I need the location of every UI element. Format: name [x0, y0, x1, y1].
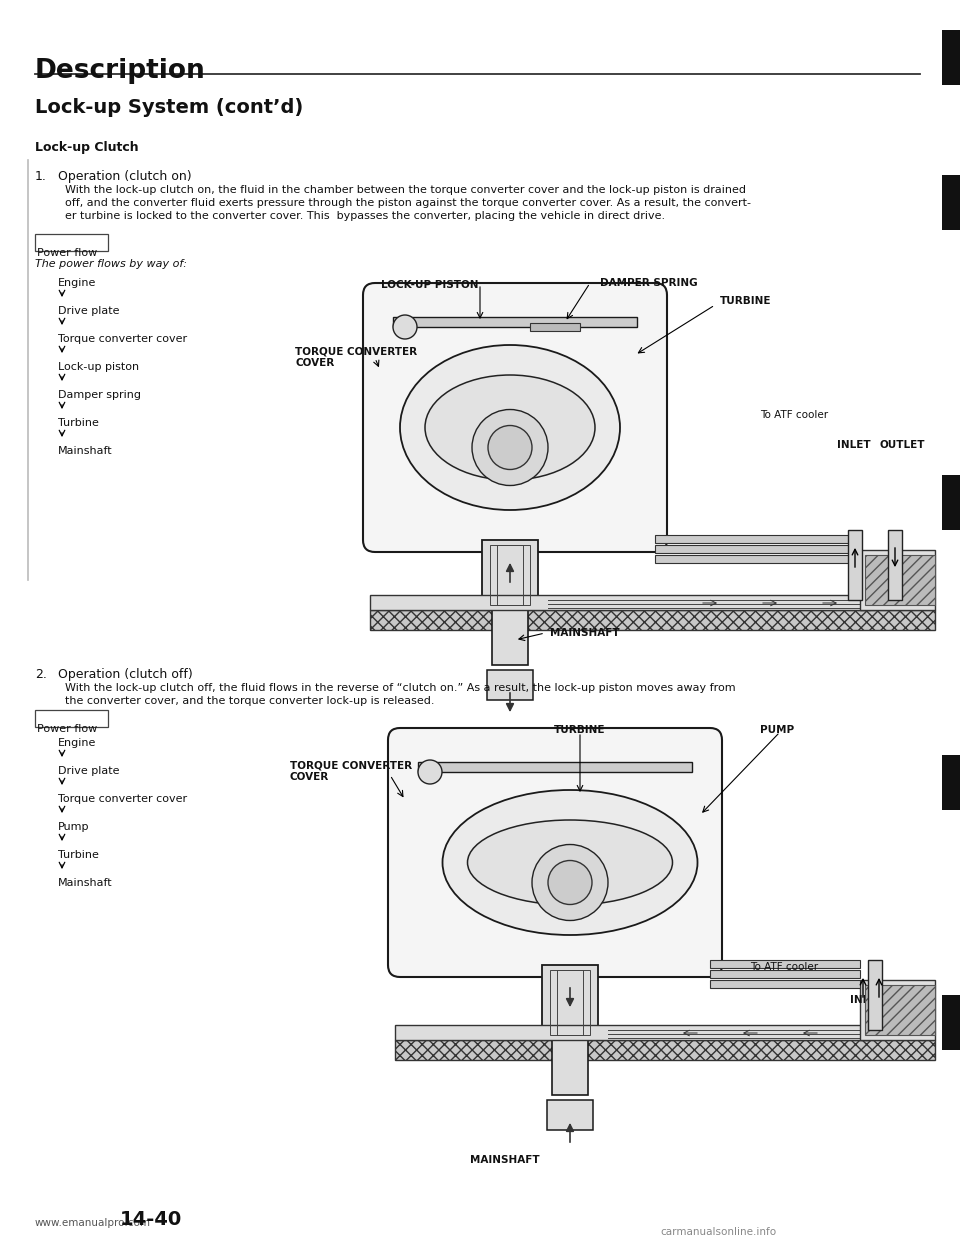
Circle shape	[548, 861, 592, 904]
Bar	[865, 985, 935, 1035]
FancyBboxPatch shape	[35, 710, 108, 727]
Bar	[865, 555, 935, 605]
Bar	[547, 1100, 593, 1130]
Text: off, and the converter fluid exerts pressure through the piston against the torq: off, and the converter fluid exerts pres…	[65, 197, 751, 207]
Text: TORQUE CONVERTER
COVER: TORQUE CONVERTER COVER	[295, 347, 418, 368]
Bar	[655, 535, 860, 543]
Text: MAINSHAFT: MAINSHAFT	[550, 628, 619, 638]
FancyBboxPatch shape	[388, 728, 722, 977]
Ellipse shape	[425, 375, 595, 479]
Text: Description: Description	[35, 58, 205, 84]
Text: Damper spring: Damper spring	[58, 390, 141, 400]
Text: The power flows by way of:: The power flows by way of:	[35, 260, 187, 270]
Text: TURBINE: TURBINE	[720, 296, 772, 306]
Text: PUMP: PUMP	[760, 725, 794, 735]
Text: Lock-up piston: Lock-up piston	[58, 361, 139, 373]
Text: To ATF cooler: To ATF cooler	[760, 410, 828, 420]
Ellipse shape	[443, 790, 698, 935]
Text: With the lock-up clutch off, the fluid flows in the reverse of “clutch on.” As a: With the lock-up clutch off, the fluid f…	[65, 683, 735, 693]
Bar	[942, 175, 960, 230]
FancyBboxPatch shape	[363, 283, 667, 551]
Bar	[487, 669, 533, 700]
Bar	[710, 980, 860, 987]
Text: Mainshaft: Mainshaft	[58, 446, 112, 456]
Text: With the lock-up clutch on, the fluid in the chamber between the torque converte: With the lock-up clutch on, the fluid in…	[65, 185, 746, 195]
Text: TURBINE: TURBINE	[554, 725, 606, 735]
Bar	[395, 1040, 935, 1059]
Bar	[490, 545, 530, 605]
Text: 1.: 1.	[35, 170, 47, 183]
Bar	[942, 995, 960, 1049]
Bar	[550, 970, 590, 1035]
Text: Engine: Engine	[58, 278, 96, 288]
Text: Power flow: Power flow	[37, 248, 97, 258]
Bar	[497, 545, 523, 605]
Text: www.emanualpro.com: www.emanualpro.com	[35, 1218, 151, 1228]
Text: the converter cover, and the torque converter lock-up is released.: the converter cover, and the torque conv…	[65, 696, 435, 705]
Circle shape	[532, 845, 608, 920]
Text: Engine: Engine	[58, 738, 96, 748]
Text: Torque converter cover: Torque converter cover	[58, 334, 187, 344]
Text: 14-40: 14-40	[120, 1210, 182, 1230]
Text: carmanualsonline.info: carmanualsonline.info	[660, 1227, 776, 1237]
Bar	[482, 540, 538, 610]
Text: INLET: INLET	[850, 995, 883, 1005]
Text: Lock-up Clutch: Lock-up Clutch	[35, 142, 138, 154]
Bar	[710, 970, 860, 977]
Bar	[393, 317, 637, 327]
Text: MAINSHAFT: MAINSHAFT	[470, 1155, 540, 1165]
Text: Mainshaft: Mainshaft	[58, 878, 112, 888]
FancyBboxPatch shape	[35, 233, 108, 251]
Text: er turbine is locked to the converter cover. This  bypasses the converter, placi: er turbine is locked to the converter co…	[65, 211, 665, 221]
Bar	[655, 545, 860, 553]
Text: Operation (clutch on): Operation (clutch on)	[58, 170, 192, 183]
Text: To ATF cooler: To ATF cooler	[750, 963, 818, 972]
Circle shape	[472, 410, 548, 486]
Text: Turbine: Turbine	[58, 419, 99, 428]
Bar	[888, 530, 902, 600]
Bar	[530, 323, 580, 332]
Bar	[942, 30, 960, 84]
Text: Drive plate: Drive plate	[58, 766, 119, 776]
Bar	[710, 960, 860, 968]
Text: Drive plate: Drive plate	[58, 306, 119, 315]
Bar	[942, 755, 960, 810]
Bar	[542, 965, 598, 1040]
Text: LOCK-UP PISTON: LOCK-UP PISTON	[381, 279, 479, 289]
Text: 2.: 2.	[35, 668, 47, 681]
Text: OUTLET: OUTLET	[880, 440, 925, 450]
Text: Lock-up System (cont’d): Lock-up System (cont’d)	[35, 98, 303, 117]
Bar	[492, 610, 528, 664]
Circle shape	[488, 426, 532, 469]
Text: Turbine: Turbine	[58, 850, 99, 859]
Text: Power flow: Power flow	[37, 724, 97, 734]
Bar	[370, 610, 935, 630]
Text: Torque converter cover: Torque converter cover	[58, 794, 187, 804]
Ellipse shape	[400, 345, 620, 510]
Bar	[860, 550, 935, 610]
Bar	[552, 1040, 588, 1095]
Text: Pump: Pump	[58, 822, 89, 832]
Bar	[557, 970, 583, 1035]
Bar	[848, 530, 862, 600]
Bar	[418, 763, 692, 773]
Ellipse shape	[468, 820, 673, 905]
Bar	[868, 960, 882, 1030]
Text: Operation (clutch off): Operation (clutch off)	[58, 668, 193, 681]
Text: TORQUE CONVERTER
COVER: TORQUE CONVERTER COVER	[290, 760, 412, 781]
Bar	[395, 1025, 870, 1040]
Text: INLET: INLET	[837, 440, 871, 450]
Text: DAMPER SPRING: DAMPER SPRING	[600, 278, 698, 288]
Bar	[370, 595, 870, 610]
Bar	[860, 980, 935, 1040]
Bar	[655, 555, 860, 563]
Circle shape	[418, 760, 442, 784]
Bar	[942, 474, 960, 530]
Circle shape	[393, 315, 417, 339]
